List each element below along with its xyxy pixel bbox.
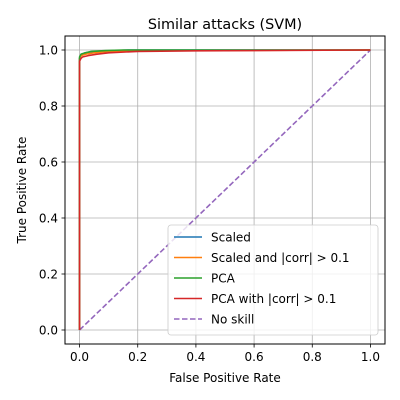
chart-title: Similar attacks (SVM) [148,17,302,33]
series-layer [78,49,372,331]
y-tick-label: 0.6 [39,155,58,169]
y-tick-label: 0.8 [39,99,58,113]
legend-label-0: Scaled [211,230,251,244]
ticks: 0.0 0.2 0.4 0.6 0.8 1.0 0.0 0.2 0.4 0.6 0.8 1.0 [39,43,380,364]
y-tick-label: 0.2 [39,267,58,281]
y-tick-label: 0.4 [39,211,58,225]
x-axis-label: False Positive Rate [169,371,281,385]
legend: Scaled Scaled and |corr| > 0.1 PCA PCA with… [167,224,379,336]
series-line-4 [78,49,372,331]
legend-label-1: Scaled and |corr| > 0.1 [211,251,350,265]
y-tick-label: 1.0 [39,43,58,57]
legend-box [167,224,379,336]
legend-label-3: PCA with |corr| > 0.1 [211,292,336,306]
x-tick-label: 0.2 [128,350,147,364]
x-tick-label: 0.8 [303,350,322,364]
legend-label-2: PCA [211,271,236,285]
x-tick-label: 1.0 [361,350,380,364]
x-tick-label: 0.4 [186,350,205,364]
series-line-2 [78,49,371,330]
y-axis-label: True Positive Rate [15,137,29,245]
y-tick-label: 0.0 [39,323,58,337]
series-line-3 [78,49,371,330]
x-tick-label: 0.6 [245,350,264,364]
x-tick-label: 0.0 [70,350,89,364]
legend-label-4: No skill [211,312,254,326]
plot-frame [64,35,386,345]
